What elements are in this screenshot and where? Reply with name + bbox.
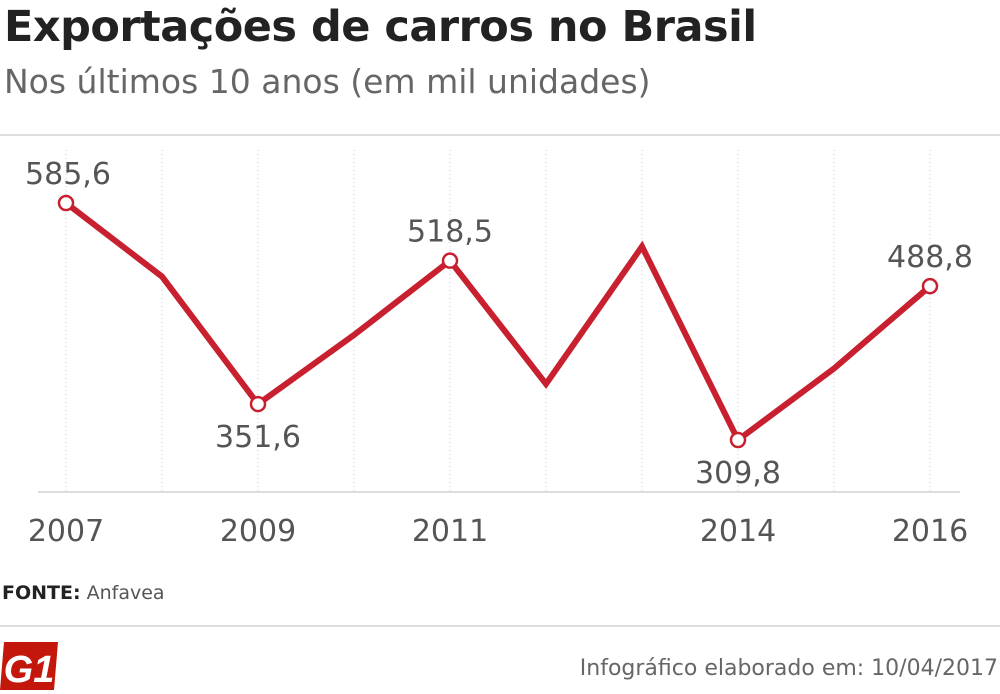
x-tick-label: 2011: [412, 514, 488, 549]
x-tick-label: 2007: [28, 514, 104, 549]
source-label: FONTE:: [2, 582, 81, 604]
line-chart: 2007 2009 2011 2014 2016 585,6 351,6 518,5 309,8…: [25, 150, 973, 549]
source-note: FONTE: Anfavea: [2, 582, 165, 604]
data-point: [57, 194, 75, 212]
g1-logo-icon: G1: [0, 642, 58, 690]
series-line: [64, 200, 932, 445]
data-label: 518,5: [407, 215, 493, 250]
data-label: 488,8: [887, 240, 973, 275]
chart-title: Exportações de carros no Brasil: [4, 2, 757, 52]
x-tick-label: 2014: [700, 514, 776, 549]
data-point: [729, 431, 747, 449]
x-tick-label: 2016: [892, 514, 968, 549]
data-point: [249, 395, 267, 413]
data-label: 585,6: [25, 157, 111, 192]
chart-subtitle: Nos últimos 10 anos (em mil unidades): [4, 62, 651, 101]
data-label: 351,6: [215, 420, 301, 455]
data-label: 309,8: [695, 456, 781, 491]
x-tick-label: 2009: [220, 514, 296, 549]
bottom-divider: [0, 625, 1000, 627]
logo-text: G1: [4, 649, 55, 690]
data-point: [441, 252, 459, 269]
credit-line: Infográfico elaborado em: 10/04/2017: [579, 656, 998, 681]
source-value: Anfavea: [86, 582, 165, 604]
top-divider: [0, 134, 1000, 136]
data-point: [921, 277, 939, 295]
